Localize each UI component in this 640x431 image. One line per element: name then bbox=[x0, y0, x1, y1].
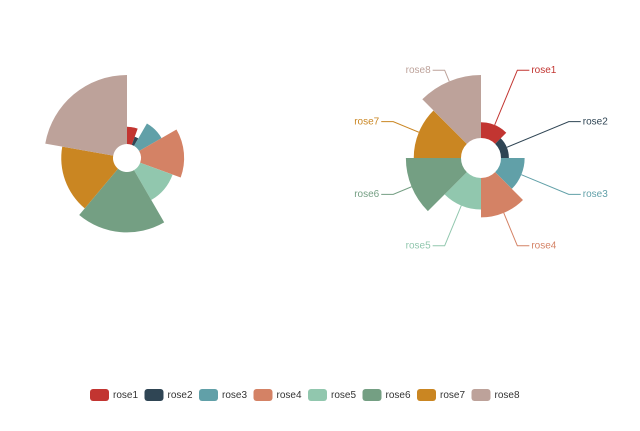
legend-swatch[interactable] bbox=[362, 389, 382, 401]
slice-label: rose6 bbox=[354, 189, 379, 200]
legend-label[interactable]: rose8 bbox=[495, 390, 520, 401]
legend-swatch[interactable] bbox=[471, 389, 491, 401]
slice-label: rose4 bbox=[531, 240, 556, 251]
rose-sector[interactable] bbox=[495, 138, 509, 158]
label-line bbox=[521, 174, 581, 195]
legend-swatch[interactable] bbox=[253, 389, 273, 401]
label-line bbox=[494, 69, 530, 126]
rose-sector[interactable] bbox=[61, 146, 119, 209]
rose-sector[interactable] bbox=[131, 136, 139, 146]
slice-label: rose1 bbox=[531, 65, 556, 76]
rose-sector[interactable] bbox=[134, 123, 162, 151]
rose-sector[interactable] bbox=[495, 158, 525, 189]
label-line bbox=[432, 205, 462, 247]
label-line bbox=[381, 186, 412, 195]
label-line bbox=[381, 121, 420, 133]
label-line bbox=[503, 212, 530, 247]
rose-sector[interactable] bbox=[481, 122, 507, 144]
legend-label[interactable]: rose7 bbox=[440, 390, 465, 401]
slice-label: rose7 bbox=[354, 116, 379, 127]
rose-sector[interactable] bbox=[481, 172, 523, 218]
rose-sector[interactable] bbox=[45, 75, 127, 156]
legend-swatch[interactable] bbox=[199, 389, 218, 401]
slice-label: rose2 bbox=[583, 116, 608, 127]
legend-swatch[interactable] bbox=[144, 389, 164, 401]
legend-label[interactable]: rose4 bbox=[277, 390, 302, 401]
rose-sector[interactable] bbox=[139, 129, 185, 178]
legend-swatch[interactable] bbox=[90, 389, 109, 401]
legend-swatch[interactable] bbox=[308, 389, 327, 401]
legend-label[interactable]: rose6 bbox=[386, 390, 411, 401]
label-line bbox=[506, 121, 581, 148]
rose-sector[interactable] bbox=[127, 126, 138, 145]
slice-label: rose5 bbox=[406, 240, 431, 251]
label-line bbox=[432, 69, 450, 82]
rose-sector[interactable] bbox=[413, 110, 467, 158]
legend-label[interactable]: rose3 bbox=[222, 390, 247, 401]
rose-sector[interactable] bbox=[405, 158, 467, 212]
rose-sector[interactable] bbox=[134, 162, 173, 201]
rose-sector[interactable] bbox=[422, 75, 481, 144]
slice-label: rose3 bbox=[583, 189, 608, 200]
legend-label[interactable]: rose5 bbox=[331, 390, 356, 401]
rose-sector[interactable] bbox=[444, 172, 481, 210]
slice-label: rose8 bbox=[406, 65, 431, 76]
rose-sector[interactable] bbox=[79, 168, 165, 233]
legend-label[interactable]: rose1 bbox=[113, 390, 138, 401]
legend-swatch[interactable] bbox=[417, 389, 436, 401]
legend-label[interactable]: rose2 bbox=[168, 390, 193, 401]
